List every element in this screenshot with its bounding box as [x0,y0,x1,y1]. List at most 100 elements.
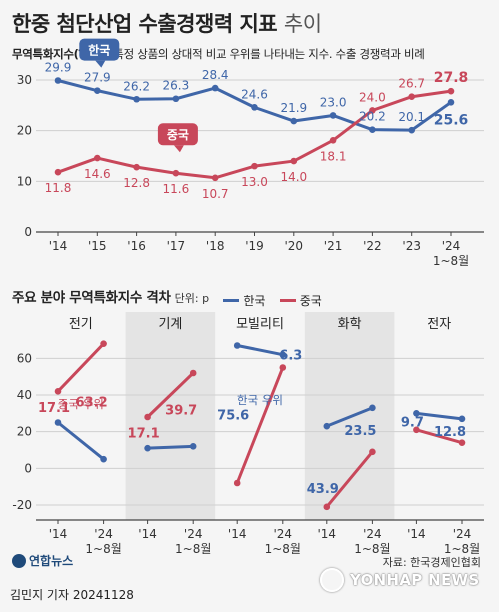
china-point [100,340,107,347]
gap-label: 12.8 [434,425,466,440]
china-data-label: 26.7 [398,77,425,91]
korea-data-label: 28.4 [202,68,229,82]
korea-series-line [236,344,284,357]
legend-china: 중국 [279,292,322,309]
y-tick-label: 0 [24,225,32,239]
korea-series-line [416,411,463,421]
korea-data-label: 20.1 [398,110,425,124]
legend-china-swatch [279,299,296,302]
gap-label: 63.2 [76,395,108,410]
korea-point [323,422,331,430]
china-data-label: 27.8 [434,70,469,86]
advantage-note: 한국 우위 [237,393,283,407]
x-tick-label: '14 [49,527,68,541]
gap-label: 23.5 [344,424,376,439]
korea-point [211,84,219,92]
china-point [251,162,258,170]
korea-data-label: 26.2 [123,79,150,93]
x-tick-label: '22 [363,239,382,253]
korea-point [279,351,287,358]
korea-data-label: 26.3 [163,79,190,93]
x-tick-label: '16 [127,239,146,253]
korea-point [408,126,416,134]
korea-point [413,410,420,417]
gap-label: 9.7 [401,416,424,431]
china-series-line [325,450,374,508]
china-point [133,163,140,171]
y-tick-label: 0 [24,461,32,475]
advantage-note: 중국 우위 [58,397,104,411]
x-tick-label: '24 1~8월 [175,527,211,556]
china-data-label: 24.0 [359,90,386,104]
sector-name: 전자 [427,317,451,332]
logo-text: 연합뉴스 [29,554,74,568]
china-data-label: 12.8 [123,176,150,190]
china-series-line [415,428,463,445]
gap-label: 17.1 [38,401,70,416]
china-callout-label: 중국 [167,128,189,142]
korea-point [233,342,241,349]
x-tick-label: '14 [407,527,426,541]
section2-unit: 단위: p [174,292,210,305]
korea-series-line [147,444,194,450]
korea-data-label: 20.2 [359,110,386,124]
china-point [172,169,180,177]
gap-label: 75.6 [217,408,249,423]
china-data-label: 11.6 [163,182,190,196]
korea-callout-tail [95,60,106,68]
x-tick-label: '15 [88,239,107,253]
china-series-line [146,371,195,419]
logo-mark-icon [12,553,26,568]
desc-text: : 특정 상품의 상대적 비교 우위를 나타내는 지수. 수출 경쟁력과 비례 [103,47,425,61]
korea-callout-label: 한국 [88,43,110,58]
legend-china-label: 중국 [299,294,322,308]
reporter-credit: 김민지 기자 20241128 [10,588,134,602]
section2-title: 주요 분야 무역특화지수 격차 [12,290,171,306]
section2-header: 주요 분야 무역특화지수 격차 단위: p 한국 중국 [12,286,322,309]
x-tick-label: '24 1~8월 [433,239,469,268]
x-tick-label: '19 [245,239,264,253]
y-tick-label: 10 [17,174,32,188]
x-tick-label: '24 1~8월 [265,527,301,556]
korea-data-label: 25.6 [434,112,469,128]
watermark-globe-icon [320,568,344,592]
legend-korea-label: 한국 [243,294,266,308]
china-data-label: 11.8 [45,181,72,195]
china-point [290,157,298,165]
china-point [54,168,62,176]
y-tick-label: 20 [17,425,32,439]
china-point [329,136,337,144]
korea-series-line [326,406,373,428]
x-tick-label: '17 [167,239,186,253]
x-tick-label: '24 1~8월 [85,527,121,556]
watermark-text: YONHAP NEWS [350,571,480,589]
china-point [323,503,331,511]
x-tick-label: '14 [49,239,68,253]
china-point [458,439,466,446]
korea-point [329,112,337,119]
x-tick-label: '24 1~8월 [354,527,390,556]
legend-korea-swatch [223,299,240,302]
y-tick-label: 40 [17,388,32,402]
korea-point [172,95,180,103]
x-tick-label: '18 [206,239,225,253]
korea-point [290,117,298,125]
china-point [189,369,197,377]
china-point [144,413,151,421]
watermark: YONHAP NEWS [320,568,479,592]
korea-data-label: 27.9 [84,71,111,85]
korea-point [369,404,376,412]
sector-name: 전기 [69,317,93,332]
china-data-label: 14.0 [280,170,307,184]
sector-name: 모빌리티 [236,317,284,332]
legend-korea: 한국 [223,292,265,309]
korea-data-label: 23.0 [320,95,347,109]
sector-name: 기계 [158,317,182,332]
gap-label: 17.1 [128,427,160,442]
china-point [211,174,219,182]
korea-point [54,77,62,84]
tsi-trend-chart: 0 10 20 30 '14 '15 '16 '17 '18 '19 '20 '21 '22 '23 '24… [17,38,484,268]
gap-label: 6.3 [279,349,302,364]
title-main: 한중 첨단산업 수출경쟁력 지표 [12,12,278,36]
